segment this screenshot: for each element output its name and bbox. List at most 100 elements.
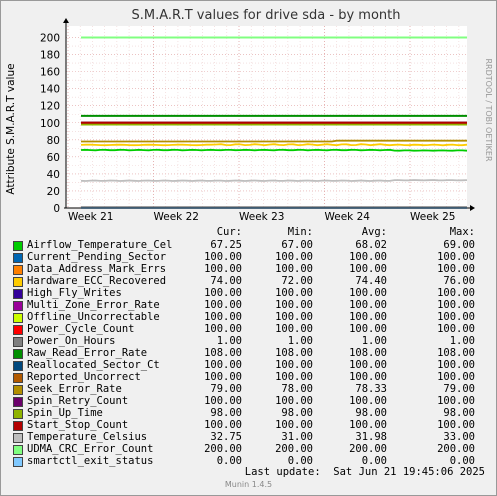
legend-series-name: Spin_Retry_Count bbox=[27, 395, 129, 407]
legend-row: Airflow_Temperature_Cel 67.25 67.00 68.02 69… bbox=[0, 239, 497, 251]
legend-value-avg: 1.00 bbox=[361, 335, 387, 347]
legend-value-max: 1.00 bbox=[449, 335, 475, 347]
legend-value-cur: 100.00 bbox=[204, 251, 242, 263]
legend-swatch bbox=[13, 421, 23, 431]
legend-swatch bbox=[13, 361, 23, 371]
legend-value-max: 33.00 bbox=[443, 431, 475, 443]
legend-value-max: 0.00 bbox=[449, 455, 475, 467]
legend-value-max: 100.00 bbox=[437, 359, 475, 371]
legend-value-min: 78.00 bbox=[281, 383, 313, 395]
legend-value-max: 100.00 bbox=[437, 311, 475, 323]
legend-value-cur: 67.25 bbox=[210, 239, 242, 251]
chart-title: S.M.A.R.T values for drive sda - by mont… bbox=[132, 8, 401, 23]
y-tick-label: 80 bbox=[47, 135, 60, 147]
series-line-hardware-ecc-recovered bbox=[80, 143, 468, 147]
legend-header-avg: Avg: bbox=[361, 226, 387, 238]
legend-swatch bbox=[13, 301, 23, 311]
legend-value-cur: 100.00 bbox=[204, 359, 242, 371]
legend-swatch bbox=[13, 253, 23, 263]
legend-swatch bbox=[13, 445, 23, 455]
legend-value-avg: 108.00 bbox=[349, 347, 387, 359]
legend-row: Seek_Error_Rate 79.00 78.00 78.33 79.00 bbox=[0, 383, 497, 395]
legend-value-avg: 100.00 bbox=[349, 263, 387, 275]
legend-series-name: Start_Stop_Count bbox=[27, 419, 129, 431]
legend-value-min: 100.00 bbox=[275, 395, 313, 407]
legend-row: Temperature_Celsius 32.75 31.00 31.98 33.00 bbox=[0, 431, 497, 443]
legend-value-cur: 0.00 bbox=[216, 455, 242, 467]
legend-value-min: 31.00 bbox=[281, 431, 313, 443]
legend-series-name: High_Fly_Writes bbox=[27, 287, 122, 299]
legend-row: Reallocated_Sector_Ct 100.00 100.00 100.00 1… bbox=[0, 359, 497, 371]
legend-value-cur: 108.00 bbox=[204, 347, 242, 359]
legend-value-max: 108.00 bbox=[437, 347, 475, 359]
legend-header-max: Max: bbox=[449, 226, 475, 238]
plot-area: 0 20 40 60 80 100 120 140 160 180 200 Week 21 Week 2… bbox=[40, 18, 475, 223]
legend-value-avg: 100.00 bbox=[349, 323, 387, 335]
series-line-seek-error-rate bbox=[81, 139, 467, 143]
legend-row: Current_Pending_Sector 100.00 100.00 100.00… bbox=[0, 251, 497, 263]
legend-value-avg: 31.98 bbox=[355, 431, 387, 443]
legend-row: UDMA_CRC_Error_Count 200.00 200.00 200.00 20… bbox=[0, 443, 497, 455]
legend-row: Power_Cycle_Count 100.00 100.00 100.00 100.0… bbox=[0, 323, 497, 335]
y-tick-label: 140 bbox=[40, 84, 60, 96]
legend-swatch bbox=[13, 337, 23, 347]
legend-series-name: smartctl_exit_status bbox=[27, 455, 154, 467]
legend-swatch bbox=[13, 313, 23, 323]
legend-swatch bbox=[13, 265, 23, 275]
legend-value-min: 100.00 bbox=[275, 251, 313, 263]
legend-swatch bbox=[13, 325, 23, 335]
legend-swatch bbox=[13, 433, 23, 443]
legend-header-min: Min: bbox=[287, 226, 313, 238]
legend-series-name: Multi_Zone_Error_Rate bbox=[27, 299, 160, 311]
legend-value-min: 100.00 bbox=[275, 419, 313, 431]
legend-series-name: Offline_Uncorrectable bbox=[27, 311, 160, 323]
legend-row: Power_On_Hours 1.00 1.00 1.00 1.00 bbox=[0, 335, 497, 347]
legend-value-cur: 100.00 bbox=[204, 287, 242, 299]
x-tick-label: Week 25 bbox=[410, 211, 455, 223]
legend-swatch bbox=[13, 289, 23, 299]
legend-value-max: 100.00 bbox=[437, 251, 475, 263]
smart-chart: S.M.A.R.T values for drive sda - by mont… bbox=[5, 8, 493, 223]
legend-value-min: 72.00 bbox=[281, 275, 313, 287]
legend-row: Data_Address_Mark_Errs 100.00 100.00 100.00… bbox=[0, 263, 497, 275]
y-tick-label: 120 bbox=[40, 101, 60, 113]
legend-value-avg: 68.02 bbox=[355, 239, 387, 251]
legend-value-max: 100.00 bbox=[437, 419, 475, 431]
y-tick-label: 160 bbox=[40, 67, 60, 79]
legend-value-avg: 78.33 bbox=[355, 383, 387, 395]
legend-value-max: 200.00 bbox=[437, 443, 475, 455]
legend-value-cur: 32.75 bbox=[210, 431, 242, 443]
y-tick-label: 0 bbox=[53, 203, 60, 215]
legend-value-max: 98.00 bbox=[443, 407, 475, 419]
legend-series-name: Reallocated_Sector_Ct bbox=[27, 359, 160, 371]
legend-header-row: Cur: Min: Avg: Max: bbox=[0, 226, 497, 238]
series-line-airflow-temperature-cel bbox=[80, 148, 468, 152]
legend-value-cur: 100.00 bbox=[204, 299, 242, 311]
legend-value-min: 67.00 bbox=[281, 239, 313, 251]
y-axis-label: Attribute S.M.A.R.T value bbox=[5, 63, 17, 194]
legend-value-max: 69.00 bbox=[443, 239, 475, 251]
legend-value-cur: 100.00 bbox=[204, 395, 242, 407]
legend-series-name: Reported_Uncorrect bbox=[27, 371, 141, 383]
legend-row: Reported_Uncorrect 100.00 100.00 100.00 100.… bbox=[0, 371, 497, 383]
legend-series-name: Seek_Error_Rate bbox=[27, 383, 122, 395]
legend-value-avg: 100.00 bbox=[349, 251, 387, 263]
legend-series-name: Data_Address_Mark_Errs bbox=[27, 263, 167, 275]
legend-series-name: Power_On_Hours bbox=[27, 335, 116, 347]
legend-value-cur: 100.00 bbox=[204, 371, 242, 383]
y-tick-label: 180 bbox=[40, 50, 60, 62]
legend-value-avg: 100.00 bbox=[349, 419, 387, 431]
y-tick-label: 200 bbox=[40, 33, 60, 45]
legend-value-max: 76.00 bbox=[443, 275, 475, 287]
x-axis-arrow bbox=[470, 205, 475, 211]
legend-value-min: 1.00 bbox=[287, 335, 313, 347]
y-tick-label: 60 bbox=[47, 152, 60, 164]
legend-row: Offline_Uncorrectable 100.00 100.00 100.00 1… bbox=[0, 311, 497, 323]
legend-value-min: 100.00 bbox=[275, 299, 313, 311]
legend-value-min: 108.00 bbox=[275, 347, 313, 359]
legend-swatch bbox=[13, 409, 23, 419]
legend-swatch bbox=[13, 277, 23, 287]
legend-value-avg: 100.00 bbox=[349, 359, 387, 371]
legend-value-cur: 79.00 bbox=[210, 383, 242, 395]
series-line-temperature-celsius bbox=[80, 179, 468, 182]
